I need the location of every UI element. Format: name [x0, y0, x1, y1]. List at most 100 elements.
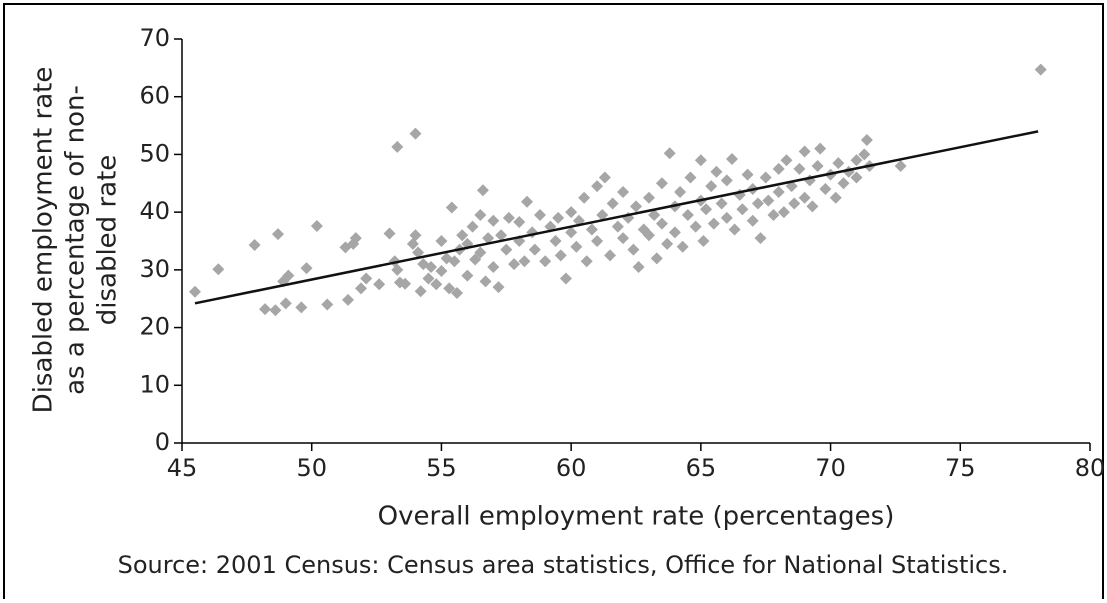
point: [549, 235, 562, 247]
point: [399, 277, 412, 290]
point: [474, 246, 487, 259]
point: [248, 239, 261, 252]
point: [767, 209, 780, 222]
point: [630, 200, 642, 213]
point: [689, 220, 702, 233]
point: [300, 262, 313, 275]
point: [676, 240, 689, 253]
point: [788, 197, 801, 210]
y-tick-label: 70: [139, 24, 170, 52]
y-label-line: as a percentage of non-: [61, 85, 91, 395]
point: [373, 278, 386, 291]
point: [279, 297, 292, 310]
caption: Source: 2001 Census: Census area statist…: [118, 551, 1009, 579]
point: [858, 148, 871, 161]
point: [860, 134, 873, 146]
point: [534, 209, 547, 222]
point: [212, 263, 225, 276]
x-tick-label: 45: [167, 454, 198, 482]
point: [684, 171, 697, 184]
point: [754, 232, 767, 245]
point: [409, 229, 422, 242]
x-axis-label: Overall employment rate (percentages): [378, 502, 895, 532]
point: [295, 301, 308, 314]
point: [500, 243, 513, 256]
point: [554, 249, 567, 262]
point: [762, 194, 775, 207]
point: [604, 249, 617, 262]
point: [806, 200, 819, 213]
x-tick-label: 65: [686, 454, 717, 482]
point: [259, 303, 272, 316]
point: [580, 255, 593, 268]
point: [391, 140, 404, 153]
point: [521, 195, 534, 208]
y-tick-label: 0: [155, 428, 170, 456]
point: [282, 269, 295, 282]
y-label-line: disabled rate: [93, 155, 123, 326]
point: [479, 275, 492, 288]
x-tick-label: 55: [426, 454, 457, 482]
point: [772, 162, 785, 175]
point: [715, 197, 728, 210]
point: [360, 272, 373, 285]
point: [435, 235, 448, 247]
point: [450, 286, 463, 299]
point: [598, 171, 611, 184]
point: [355, 282, 368, 295]
point: [655, 217, 668, 230]
point: [720, 174, 733, 187]
point: [819, 183, 832, 196]
point: [487, 214, 500, 227]
point: [611, 220, 624, 233]
point: [798, 191, 811, 204]
point: [663, 147, 676, 160]
point: [741, 168, 754, 181]
point: [445, 201, 458, 214]
point: [342, 293, 355, 306]
point: [565, 226, 578, 239]
point: [632, 260, 645, 273]
x-tick-label: 50: [296, 454, 327, 482]
y-axis-label: Disabled employment rate as a percentage…: [29, 67, 123, 414]
point: [443, 282, 456, 295]
y-label-line: Disabled employment rate: [29, 67, 59, 414]
point: [349, 232, 362, 245]
point: [814, 142, 827, 155]
point: [777, 206, 790, 219]
point: [850, 171, 863, 184]
point: [321, 298, 334, 311]
point: [725, 153, 738, 166]
point: [435, 265, 448, 278]
y-tick-label: 50: [139, 139, 170, 167]
point: [474, 209, 487, 222]
point: [565, 206, 578, 219]
point: [495, 229, 508, 242]
point: [642, 229, 655, 242]
point: [798, 145, 811, 158]
point: [502, 211, 515, 224]
point: [310, 219, 323, 232]
frame: [3, 3, 1104, 603]
point: [674, 185, 687, 198]
point: [772, 185, 785, 198]
point: [422, 272, 435, 285]
point: [552, 211, 565, 224]
point: [456, 229, 469, 242]
point: [591, 180, 604, 193]
point: [710, 165, 723, 178]
point: [759, 171, 772, 184]
point: [681, 209, 694, 222]
point: [269, 304, 282, 317]
point: [642, 191, 655, 204]
point: [811, 159, 824, 172]
point: [793, 162, 806, 175]
point: [606, 197, 619, 210]
y-tick-label: 60: [139, 82, 170, 110]
point: [487, 260, 500, 273]
y-tick-label: 20: [139, 313, 170, 341]
x-tick-label: 75: [945, 454, 976, 482]
point: [728, 223, 741, 236]
point: [650, 252, 663, 265]
